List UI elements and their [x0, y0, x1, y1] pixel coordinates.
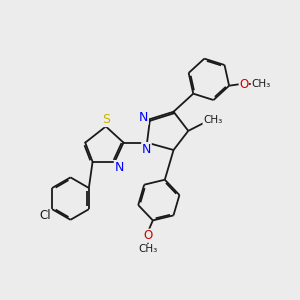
Text: Cl: Cl	[39, 208, 51, 222]
Text: CH₃: CH₃	[251, 79, 271, 88]
Text: CH₃: CH₃	[138, 244, 157, 254]
Text: O: O	[239, 78, 248, 91]
Text: O: O	[143, 229, 152, 242]
Text: S: S	[102, 113, 110, 127]
Text: N: N	[142, 142, 151, 156]
Text: CH₃: CH₃	[203, 115, 222, 125]
Text: N: N	[139, 111, 148, 124]
Text: N: N	[114, 160, 124, 174]
